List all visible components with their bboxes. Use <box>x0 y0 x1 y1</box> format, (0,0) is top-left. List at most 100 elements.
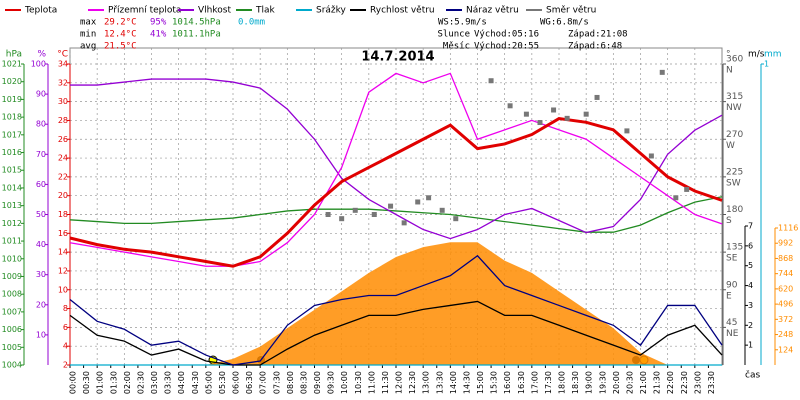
x-tick-label: 11:00 <box>367 371 376 394</box>
stat-label: min <box>80 30 96 40</box>
x-tick-label: 22:30 <box>680 371 689 394</box>
y-tick-label: 20 <box>58 191 68 200</box>
direction-point <box>624 128 630 134</box>
y-tick-label: 1005 <box>2 343 22 352</box>
y-tick-label: 6 <box>63 323 68 332</box>
y-tick-label: 180 <box>726 205 743 215</box>
x-tick-label: 19:30 <box>598 371 607 394</box>
axis-unit: °C <box>57 50 68 60</box>
y-tick-label: 10 <box>58 285 68 294</box>
series-line <box>69 254 723 366</box>
compass-label: NE <box>726 329 739 339</box>
y-tick-label: 1008 <box>2 290 22 299</box>
x-tick-label: 23:30 <box>707 371 716 394</box>
y-tick-label: 1004 <box>2 361 22 370</box>
stat-value: 41% <box>150 30 167 40</box>
stat-value: 29.2°C <box>104 18 137 28</box>
x-tick-label: 12:00 <box>395 371 404 394</box>
y-tick-label: 360 <box>726 55 743 65</box>
x-tick-label: 00:30 <box>82 371 91 394</box>
x-tick-label: 13:00 <box>422 371 431 394</box>
y-tick-label: 1010 <box>2 254 22 263</box>
y-tick-label: 26 <box>58 135 68 144</box>
axis-unit: hPa <box>6 50 22 60</box>
x-tick-label: 17:00 <box>530 371 539 394</box>
x-tick-label: 05:30 <box>218 371 227 394</box>
stat-value: 95% <box>150 18 167 28</box>
y-tick-label: 620 <box>778 284 793 293</box>
x-tick-label: 23:00 <box>693 371 702 394</box>
x-tick-label: 11:30 <box>381 371 390 394</box>
series-line <box>69 196 723 233</box>
x-tick-label: 10:00 <box>340 371 349 394</box>
x-tick-label: 07:00 <box>259 371 268 394</box>
direction-point <box>325 212 331 217</box>
compass-label: N <box>726 66 733 76</box>
y-tick-label: 135 <box>726 243 743 253</box>
y-tick-label: 1116 <box>778 224 798 233</box>
legend-label: Rychlost větru <box>370 6 435 16</box>
y-tick-label: 3 <box>748 301 753 310</box>
y-tick-label: 24 <box>58 154 68 163</box>
x-tick-label: 21:00 <box>639 371 648 394</box>
x-tick-label: 13:30 <box>435 371 444 394</box>
y-tick-label: 10 <box>36 330 46 339</box>
legend-label: Srážky <box>316 6 347 16</box>
legend-label: Náraz větru <box>466 6 519 16</box>
x-tick-label: 16:30 <box>517 371 526 394</box>
direction-point <box>371 212 377 217</box>
x-tick-label: 10:30 <box>354 371 363 394</box>
x-tick-label: 14:00 <box>449 371 458 394</box>
direction-point <box>453 216 459 222</box>
compass-label: NW <box>726 103 742 113</box>
y-tick-label: 80 <box>36 120 46 129</box>
sun-set: Západ:21:08 <box>568 30 628 40</box>
series-line <box>69 300 723 366</box>
direction-point <box>488 78 494 84</box>
y-tick-label: 14 <box>58 248 68 257</box>
x-tick-label: 04:00 <box>177 371 186 394</box>
x-tick-label: 22:00 <box>666 371 675 394</box>
x-tick-label: 20:00 <box>612 371 621 394</box>
x-tick-label: 02:30 <box>136 371 145 394</box>
y-tick-label: 2 <box>748 321 753 330</box>
y-tick-label: 2 <box>63 361 68 370</box>
stat-value: 21.5°C <box>104 42 137 52</box>
moon-label: Měsíc <box>443 42 470 52</box>
direction-point <box>439 207 445 213</box>
direction-point <box>684 186 690 192</box>
y-tick-label: 16 <box>58 229 68 238</box>
y-tick-label: 372 <box>778 315 793 324</box>
y-tick-label: 6 <box>748 241 753 250</box>
y-tick-label: 1 <box>748 341 753 350</box>
y-tick-label: 1011 <box>2 237 22 246</box>
y-tick-label: 8 <box>63 304 68 313</box>
x-tick-label: 15:30 <box>490 371 499 394</box>
wind-stat: WG:6.8m/s <box>540 18 589 28</box>
y-tick-label: 868 <box>778 254 793 263</box>
y-tick-label: 4 <box>748 281 753 290</box>
x-tick-label: 03:30 <box>164 371 173 394</box>
y-tick-label: 28 <box>58 116 68 125</box>
axis-unit: ° <box>726 50 731 60</box>
x-tick-label: 18:00 <box>558 371 567 394</box>
x-tick-label: 00:00 <box>69 371 78 394</box>
direction-point <box>426 195 432 201</box>
y-tick-label: 32 <box>58 78 68 87</box>
compass-label: E <box>726 291 732 301</box>
direction-point <box>583 111 589 117</box>
moon-set: Západ:6:48 <box>568 42 622 52</box>
y-tick-label: 124 <box>778 345 793 354</box>
x-tick-label: 18:30 <box>571 371 580 394</box>
y-tick-label: 1 <box>764 60 769 69</box>
y-tick-label: 45 <box>726 318 737 328</box>
y-tick-label: 1006 <box>2 325 22 334</box>
stat-value: 1011.1hPa <box>172 30 221 40</box>
compass-label: SW <box>726 178 741 188</box>
y-tick-label: 315 <box>726 92 743 102</box>
direction-point <box>594 94 600 100</box>
legend-label: Tlak <box>255 6 276 16</box>
x-tick-label: 06:00 <box>232 371 241 394</box>
series-line <box>70 78 723 240</box>
